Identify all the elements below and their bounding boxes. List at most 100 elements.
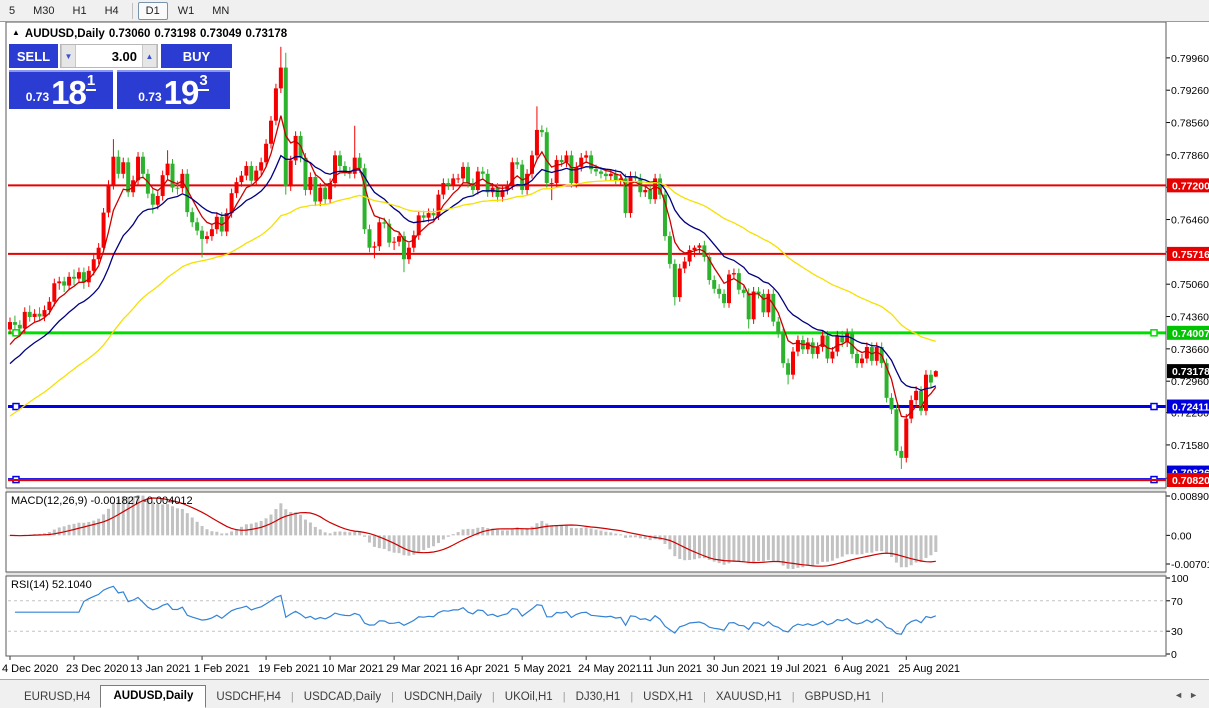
ohlc-low: 0.73049 [199, 28, 242, 40]
svg-text:0.74007: 0.74007 [1172, 328, 1209, 340]
timeframe-toolbar: 5 M30 H1 H4 D1 W1 MN [0, 0, 1209, 22]
svg-text:5 May 2021: 5 May 2021 [514, 663, 571, 675]
timeframe-button-mn[interactable]: MN [212, 4, 230, 17]
timeframe-button-5[interactable]: 5 [9, 4, 16, 17]
tab-audusd-daily[interactable]: AUDUSD,Daily [100, 685, 207, 708]
svg-text:4 Dec 2020: 4 Dec 2020 [2, 663, 58, 675]
timeframe-button-h1[interactable]: H1 [72, 4, 87, 17]
svg-text:0.75716: 0.75716 [1172, 249, 1209, 261]
line-handle[interactable] [12, 402, 20, 411]
svg-text:0.77860: 0.77860 [1171, 150, 1209, 162]
svg-text:0.77200: 0.77200 [1172, 180, 1209, 192]
sell-price-pip: 1 [85, 72, 97, 91]
sell-button[interactable]: SELL [9, 44, 58, 68]
axis-price-chips: 0.772000.757160.740070.724110.708260.708… [1167, 178, 1209, 488]
tab-scroll-arrows[interactable]: ◄► [1174, 690, 1204, 700]
tab-gbpusd-h1[interactable]: GBPUSD,H1 [804, 691, 872, 703]
chart-symbol-label: AUDUSD,Daily [24, 28, 105, 40]
svg-text:23 Dec 2020: 23 Dec 2020 [66, 663, 128, 675]
line-handle[interactable] [1150, 402, 1158, 411]
timeframe-button-h4[interactable]: H4 [104, 4, 119, 17]
tab-usdcad-daily[interactable]: USDCAD,Daily [303, 691, 382, 703]
tab-xauusd-h1[interactable]: XAUUSD,H1 [715, 691, 782, 703]
svg-text:0.79260: 0.79260 [1171, 85, 1209, 97]
indicator-panes: MACD(12,26,9) -0.001827 -0.004012 0.00890… [8, 491, 1209, 661]
volume-input[interactable] [76, 45, 142, 67]
sell-price-box[interactable]: 0.73 18 1 [9, 70, 113, 109]
tab-eurusd-h4[interactable]: EURUSD,H4 [24, 691, 91, 703]
svg-text:30: 30 [1171, 626, 1183, 638]
tab-ukoil-h1[interactable]: UKOil,H1 [504, 691, 553, 703]
svg-text:0.72411: 0.72411 [1172, 402, 1209, 414]
one-click-trade-panel: SELL ▼ ▲ BUY 0.73 18 1 0.73 19 3 [9, 44, 232, 109]
toolbar-separator [131, 2, 133, 19]
svg-text:0.73178: 0.73178 [1172, 366, 1209, 378]
line-handle[interactable] [1150, 329, 1158, 337]
buy-price-box[interactable]: 0.73 19 3 [117, 70, 230, 109]
tab-usdchf-h4[interactable]: USDCHF,H4 [216, 691, 281, 703]
svg-text:0.72960: 0.72960 [1171, 376, 1209, 388]
level-price-chip: 0.70820 [1167, 473, 1209, 488]
level-price-chip: 0.72411 [1167, 399, 1209, 414]
timeframe-button-m30[interactable]: M30 [33, 4, 55, 17]
svg-text:6 Aug 2021: 6 Aug 2021 [834, 663, 890, 675]
time-axis: 4 Dec 2020 23 Dec 2020 13 Jan 2021 1 Feb 20… [2, 656, 960, 675]
symbol-tab-bar: EURUSD,H4 AUDUSD,Daily USDCHF,H4 | USDCAD,Da… [0, 679, 1209, 708]
svg-text:29 Mar 2021: 29 Mar 2021 [386, 663, 448, 675]
level-price-chip: 0.75716 [1167, 246, 1209, 261]
svg-text:24 May 2021: 24 May 2021 [578, 663, 642, 675]
volume-increase-button[interactable]: ▲ [142, 45, 157, 67]
ohlc-close: 0.73178 [245, 28, 288, 40]
rsi-label: RSI(14) 52.1040 [11, 579, 92, 591]
candles [8, 46, 938, 469]
svg-text:25 Aug 2021: 25 Aug 2021 [898, 663, 960, 675]
svg-text:16 Apr 2021: 16 Apr 2021 [450, 663, 509, 675]
ohlc-open: 0.73060 [108, 28, 151, 40]
price-grid: 0.799600.792600.785600.778600.771600.764… [1166, 53, 1209, 485]
tab-dj30-h1[interactable]: DJ30,H1 [575, 691, 621, 703]
macd-label: MACD(12,26,9) -0.001827 -0.004012 [11, 495, 193, 507]
buy-button[interactable]: BUY [161, 44, 232, 68]
buy-price-main: 0.73 [138, 90, 162, 104]
svg-text:10 Mar 2021: 10 Mar 2021 [322, 663, 384, 675]
tab-scroll-right-icon[interactable]: ► [1189, 690, 1204, 700]
volume-decrease-button[interactable]: ▼ [61, 45, 76, 67]
collapse-triangle-icon[interactable]: ▲ [12, 28, 20, 37]
tab-usdx-h1[interactable]: USDX,H1 [643, 691, 694, 703]
svg-text:0.008904: 0.008904 [1171, 491, 1209, 503]
tab-separator: | [562, 691, 566, 703]
svg-text:19 Jul 2021: 19 Jul 2021 [770, 663, 827, 675]
current-price-chip: 0.73178 [1167, 364, 1209, 379]
svg-text:0.74360: 0.74360 [1171, 312, 1209, 324]
ohlc-high: 0.73198 [154, 28, 196, 40]
line-handle[interactable] [12, 329, 20, 337]
tab-separator: | [703, 691, 706, 703]
svg-text:0.70820: 0.70820 [1172, 475, 1209, 487]
tab-usdcnh-daily[interactable]: USDCNH,Daily [403, 691, 482, 703]
svg-text:13 Jan 2021: 13 Jan 2021 [130, 663, 191, 675]
svg-text:0.75060: 0.75060 [1171, 279, 1209, 291]
sell-price-main: 0.73 [25, 90, 50, 104]
horizontal-levels[interactable] [8, 184, 1166, 484]
volume-spinner: ▼ ▲ [60, 44, 158, 68]
svg-text:0.73660: 0.73660 [1171, 344, 1209, 356]
tab-separator: | [791, 691, 795, 703]
svg-text:0.00: 0.00 [1171, 530, 1192, 542]
tab-separator: | [391, 691, 394, 703]
timeframe-button-w1[interactable]: W1 [177, 4, 195, 17]
sell-price-big: 18 [51, 73, 87, 111]
svg-text:0: 0 [1171, 649, 1177, 661]
svg-text:0.71580: 0.71580 [1171, 440, 1209, 452]
tab-separator: | [881, 691, 884, 703]
chart-header: ▲ AUDUSD,Daily 0.73060 0.73198 0.73049 0.7317… [12, 28, 291, 40]
level-price-chip: 0.77200 [1167, 178, 1209, 193]
svg-text:70: 70 [1171, 596, 1183, 608]
tab-scroll-left-icon[interactable]: ◄ [1174, 690, 1190, 700]
timeframe-button-d1[interactable]: D1 [137, 1, 168, 20]
chart-canvas[interactable]: 0.799600.792600.785600.778600.771600.764… [0, 22, 1209, 678]
svg-text:30 Jun 2021: 30 Jun 2021 [706, 663, 767, 675]
buy-price-pip: 3 [198, 72, 209, 91]
tab-separator: | [491, 691, 495, 703]
tab-separator: | [630, 691, 634, 703]
